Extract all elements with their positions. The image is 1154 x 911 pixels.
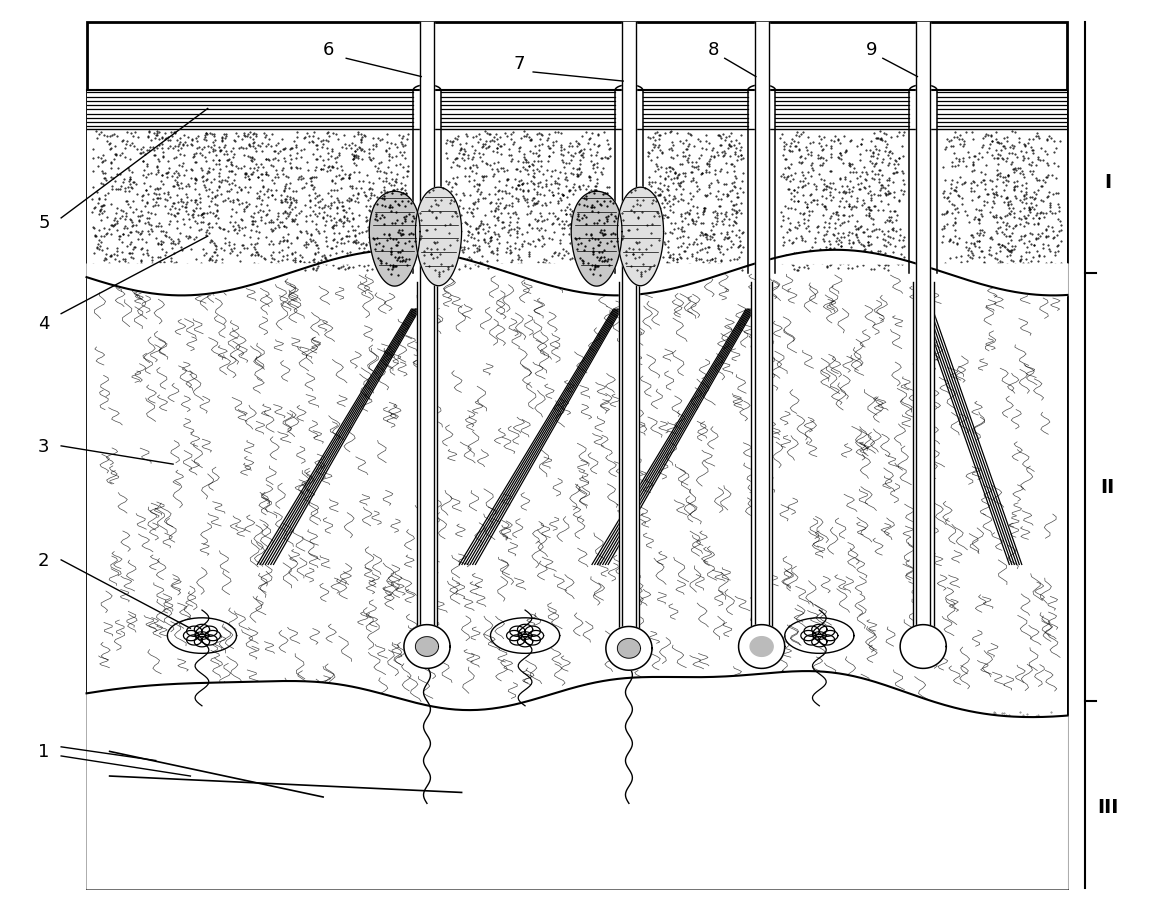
Polygon shape (194, 625, 210, 635)
Polygon shape (404, 625, 450, 669)
Polygon shape (202, 635, 217, 645)
Polygon shape (529, 630, 544, 641)
Polygon shape (183, 630, 198, 641)
Polygon shape (510, 635, 525, 645)
Text: III: III (1097, 797, 1118, 815)
Polygon shape (801, 630, 816, 641)
Polygon shape (804, 635, 819, 645)
Text: I: I (1104, 173, 1111, 191)
Polygon shape (415, 188, 462, 286)
Polygon shape (819, 627, 834, 637)
Polygon shape (205, 630, 220, 641)
Polygon shape (900, 625, 946, 669)
Polygon shape (420, 23, 434, 647)
Text: 4: 4 (38, 314, 50, 333)
Polygon shape (811, 637, 827, 647)
Polygon shape (525, 635, 540, 645)
Polygon shape (187, 627, 202, 637)
Text: 3: 3 (38, 437, 50, 456)
Polygon shape (617, 639, 640, 659)
Polygon shape (617, 188, 664, 286)
Text: II: II (1101, 478, 1115, 496)
Polygon shape (369, 192, 420, 287)
Bar (87, 23, 1067, 888)
Polygon shape (517, 625, 533, 635)
Polygon shape (804, 627, 819, 637)
Polygon shape (751, 282, 772, 647)
Polygon shape (739, 625, 785, 669)
Bar (87, 273, 1067, 701)
Bar (87, 701, 1067, 888)
Text: 7: 7 (514, 55, 525, 73)
Polygon shape (187, 635, 202, 645)
Polygon shape (755, 23, 769, 647)
Text: 2: 2 (38, 551, 50, 569)
Polygon shape (202, 627, 217, 637)
Bar (87, 129, 1067, 273)
Polygon shape (819, 635, 834, 645)
Polygon shape (194, 637, 210, 647)
Polygon shape (913, 282, 934, 647)
Polygon shape (619, 282, 639, 649)
Polygon shape (417, 282, 437, 647)
Text: 1: 1 (38, 742, 50, 761)
Polygon shape (622, 23, 636, 649)
Bar (87, 91, 1067, 129)
Polygon shape (811, 625, 827, 635)
Polygon shape (823, 630, 838, 641)
Polygon shape (606, 627, 652, 670)
Polygon shape (517, 637, 533, 647)
Text: 9: 9 (866, 41, 877, 59)
Polygon shape (916, 23, 930, 647)
Text: 8: 8 (707, 41, 719, 59)
Polygon shape (750, 637, 773, 657)
Polygon shape (510, 627, 525, 637)
Polygon shape (507, 630, 522, 641)
Polygon shape (571, 192, 622, 287)
Text: 6: 6 (323, 41, 335, 59)
Text: 5: 5 (38, 214, 50, 232)
Polygon shape (415, 637, 439, 657)
Polygon shape (525, 627, 540, 637)
